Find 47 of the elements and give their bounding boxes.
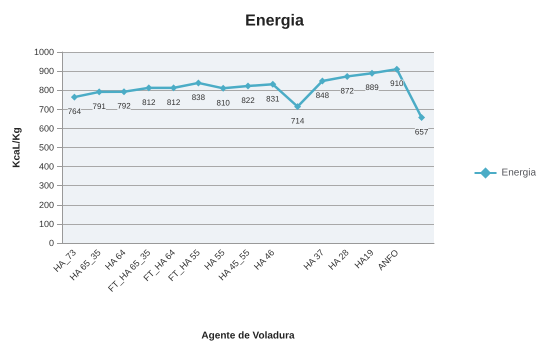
y-tick-label: 300 [38, 180, 54, 191]
legend-label: Energia [502, 168, 536, 178]
point [120, 88, 128, 96]
point [294, 103, 302, 110]
x-tick-label: HA 37 [302, 247, 326, 272]
point [170, 84, 178, 92]
data-label: 657 [414, 128, 429, 137]
data-label: 889 [365, 83, 380, 92]
data-label: 714 [290, 116, 305, 126]
point [393, 66, 400, 73]
point [145, 84, 152, 92]
data-label: 872 [340, 86, 354, 96]
point [220, 84, 227, 92]
data-label: 838 [192, 92, 206, 102]
point [70, 94, 78, 101]
y-tick-label: 200 [38, 200, 54, 210]
data-label: 764 [68, 107, 82, 116]
data-label: 812 [142, 98, 156, 107]
chart-title: Energia [245, 12, 304, 30]
data-label: 910 [390, 79, 404, 88]
point [344, 72, 351, 80]
y-tick-label: 700 [38, 104, 54, 114]
data-label: 822 [241, 96, 256, 105]
data-label: 791 [92, 102, 106, 111]
point [244, 82, 252, 90]
data-label: 831 [266, 94, 280, 104]
y-tick-label: 500 [38, 142, 54, 152]
x-tick-label: HA 46 [252, 247, 276, 272]
y-tick-label: 400 [38, 162, 54, 172]
y-tick-label: 1000 [34, 47, 54, 57]
x-axis-title: Agente de Voladura [201, 330, 296, 342]
data-label: 792 [117, 102, 132, 111]
y-tick-label: 800 [38, 85, 54, 96]
y-tick-label: 600 [38, 123, 54, 134]
point [368, 70, 376, 77]
data-label: 810 [216, 98, 230, 108]
data-label: 812 [166, 98, 181, 107]
x-tick-label: HA 28 [326, 247, 351, 272]
point [269, 80, 276, 88]
y-axis-title: KcaL/Kg [12, 127, 22, 168]
point [418, 114, 426, 122]
y-tick-label: 100 [38, 218, 54, 229]
data-label: 848 [316, 91, 330, 100]
y-tick-label: 0 [48, 238, 54, 248]
point [194, 79, 202, 86]
point [318, 78, 326, 85]
y-tick-label: 900 [38, 66, 54, 76]
